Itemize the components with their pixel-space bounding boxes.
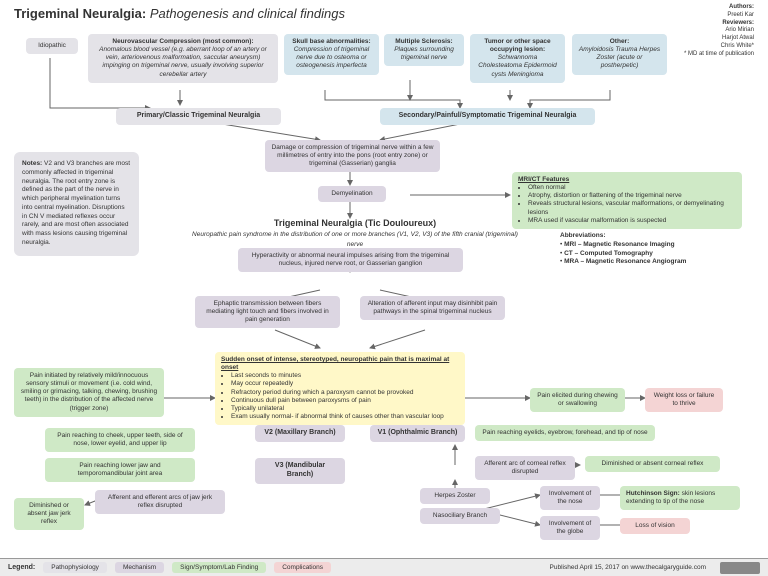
box-other: Other:Amyloidosis Trauma Herpes Zoster (… xyxy=(572,34,667,75)
box-trigger: Pain initiated by relatively mild/innocu… xyxy=(14,368,164,417)
box-v1pain: Pain reaching eyelids, eyebrow, forehead… xyxy=(475,425,655,441)
box-v2: V2 (Maxillary Branch) xyxy=(255,425,345,442)
box-jawjerk: Afferent and efferent arcs of jaw jerk r… xyxy=(95,490,225,514)
box-primary: Primary/Classic Trigeminal Neuralgia xyxy=(116,108,281,125)
box-sudden: Sudden onset of intense, stereotyped, ne… xyxy=(215,352,465,425)
box-secondary: Secondary/Painful/Symptomatic Trigeminal… xyxy=(380,108,595,125)
tn-title: Trigeminal Neuralgia (Tic Douloureux)Neu… xyxy=(190,218,520,248)
authors-block: Authors:Preeti Kar Reviewers:Ario Mirian… xyxy=(684,4,754,59)
box-tumor: Tumor or other space occupying lesion:Sc… xyxy=(470,34,565,83)
box-weight: Weight loss or failure to thrive xyxy=(645,388,723,412)
box-lossvis: Loss of vision xyxy=(620,518,690,534)
box-v2pain: Pain reaching to cheek, upper teeth, sid… xyxy=(45,428,195,452)
box-invnose: Involvement of the nose xyxy=(540,486,600,510)
mri-box: MRI/CT Features Often normalAtrophy, dis… xyxy=(512,172,742,229)
box-skull: Skull base abnormalities:Compression of … xyxy=(284,34,379,75)
box-cornealdim: Diminished or absent corneal reflex xyxy=(585,456,720,472)
box-alt: Alteration of afferent input may disinhi… xyxy=(360,296,505,320)
box-hyper: Hyperactivity or abnormal neural impulse… xyxy=(238,248,463,272)
box-corneal: Afferent arc of corneal reflex disrupted xyxy=(475,456,575,480)
box-idiopathic: Idiopathic xyxy=(26,38,78,54)
abbr-box: Abbreviations:• MRI – Magnetic Resonance… xyxy=(560,232,730,267)
box-damage: Damage or compression of trigeminal nerv… xyxy=(265,140,440,172)
box-invglobe: Involvement of the globe xyxy=(540,516,600,540)
box-jawjerkdim: Diminished or absent jaw jerk reflex xyxy=(14,498,84,530)
box-chew: Pain elicited during chewing or swallowi… xyxy=(530,388,625,412)
box-ms: Multiple Sclerosis:Plaques surrounding t… xyxy=(384,34,464,66)
box-herpes: Herpes Zoster xyxy=(420,488,490,504)
box-eph: Ephaptic transmission between fibers med… xyxy=(195,296,340,328)
box-demy: Demyelination xyxy=(318,186,386,202)
box-v3pain: Pain reaching lower jaw and temporomandi… xyxy=(45,458,195,482)
box-nasoc: Nasociliary Branch xyxy=(420,508,500,524)
page-title: Trigeminal Neuralgia: Pathogenesis and c… xyxy=(14,6,345,21)
box-nvc: Neurovascular Compression (most common):… xyxy=(88,34,278,83)
legend: Legend: Pathophysiology Mechanism Sign/S… xyxy=(0,558,768,576)
box-hutch: Hutchinson Sign: skin lesions extending … xyxy=(620,486,740,510)
box-v1: V1 (Ophthalmic Branch) xyxy=(370,425,465,442)
box-v3: V3 (Mandibular Branch) xyxy=(255,458,345,484)
notes-box: Notes: V2 and V3 branches are most commo… xyxy=(14,152,139,256)
cc-badge xyxy=(720,562,760,574)
